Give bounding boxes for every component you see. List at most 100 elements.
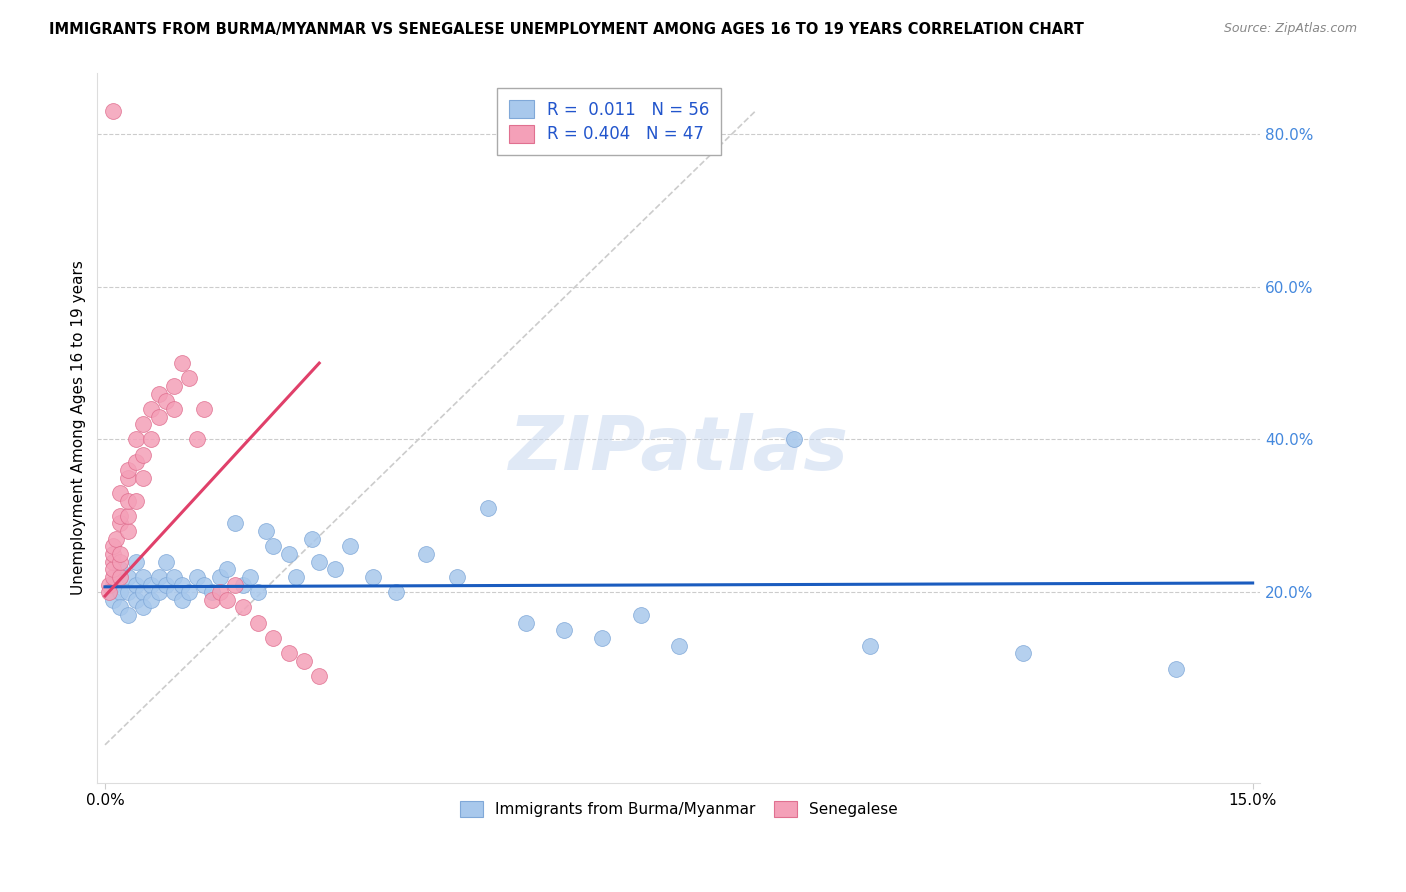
Point <box>285 570 308 584</box>
Point <box>101 555 124 569</box>
Point <box>446 570 468 584</box>
Point <box>668 639 690 653</box>
Point <box>361 570 384 584</box>
Point <box>124 493 146 508</box>
Point <box>117 463 139 477</box>
Point <box>179 585 201 599</box>
Point <box>170 577 193 591</box>
Text: ZIPatlas: ZIPatlas <box>509 413 849 486</box>
Point <box>247 615 270 630</box>
Point <box>117 570 139 584</box>
Point <box>110 585 132 599</box>
Point <box>201 585 224 599</box>
Point <box>110 555 132 569</box>
Point <box>163 401 186 416</box>
Point <box>163 379 186 393</box>
Point <box>254 524 277 538</box>
Text: IMMIGRANTS FROM BURMA/MYANMAR VS SENEGALESE UNEMPLOYMENT AMONG AGES 16 TO 19 YEA: IMMIGRANTS FROM BURMA/MYANMAR VS SENEGAL… <box>49 22 1084 37</box>
Point <box>277 547 299 561</box>
Point <box>117 608 139 623</box>
Point <box>117 585 139 599</box>
Point <box>415 547 437 561</box>
Point <box>124 455 146 469</box>
Point <box>139 401 162 416</box>
Point <box>186 433 208 447</box>
Point <box>224 577 246 591</box>
Point <box>105 532 128 546</box>
Point <box>384 585 406 599</box>
Point <box>170 356 193 370</box>
Point <box>308 555 330 569</box>
Point <box>339 540 361 554</box>
Point <box>277 646 299 660</box>
Point <box>515 615 537 630</box>
Point <box>148 386 170 401</box>
Point <box>101 562 124 576</box>
Point <box>101 570 124 584</box>
Point <box>170 592 193 607</box>
Point <box>124 577 146 591</box>
Point <box>110 570 132 584</box>
Point <box>132 417 155 432</box>
Point <box>97 585 120 599</box>
Point <box>859 639 882 653</box>
Point <box>110 600 132 615</box>
Point <box>132 470 155 484</box>
Point <box>163 585 186 599</box>
Point <box>132 448 155 462</box>
Point <box>139 433 162 447</box>
Point <box>124 555 146 569</box>
Point <box>155 394 177 409</box>
Text: Source: ZipAtlas.com: Source: ZipAtlas.com <box>1223 22 1357 36</box>
Point <box>148 570 170 584</box>
Y-axis label: Unemployment Among Ages 16 to 19 years: Unemployment Among Ages 16 to 19 years <box>72 260 86 596</box>
Point <box>193 401 215 416</box>
Point <box>124 433 146 447</box>
Point <box>132 570 155 584</box>
Point <box>630 608 652 623</box>
Point <box>217 592 239 607</box>
Point <box>117 470 139 484</box>
Point <box>292 654 315 668</box>
Point <box>101 592 124 607</box>
Point <box>208 585 231 599</box>
Point <box>262 631 284 645</box>
Point <box>110 486 132 500</box>
Point <box>1166 661 1188 675</box>
Point <box>247 585 270 599</box>
Point <box>139 577 162 591</box>
Point <box>186 570 208 584</box>
Point <box>117 508 139 523</box>
Point <box>163 570 186 584</box>
Point <box>1012 646 1035 660</box>
Point <box>262 540 284 554</box>
Point <box>217 562 239 576</box>
Point <box>101 547 124 561</box>
Legend: Immigrants from Burma/Myanmar, Senegalese: Immigrants from Burma/Myanmar, Senegales… <box>453 793 905 825</box>
Point <box>117 524 139 538</box>
Point <box>301 532 323 546</box>
Point <box>117 493 139 508</box>
Point <box>110 516 132 531</box>
Point <box>139 592 162 607</box>
Point <box>782 433 804 447</box>
Point <box>155 577 177 591</box>
Point <box>193 577 215 591</box>
Point <box>110 562 132 576</box>
Point <box>148 585 170 599</box>
Point <box>101 577 124 591</box>
Point <box>201 592 224 607</box>
Point <box>179 371 201 385</box>
Point <box>148 409 170 424</box>
Point <box>124 592 146 607</box>
Point <box>553 624 575 638</box>
Point <box>132 600 155 615</box>
Point <box>97 577 120 591</box>
Point <box>308 669 330 683</box>
Point <box>101 540 124 554</box>
Point <box>232 577 254 591</box>
Point <box>110 508 132 523</box>
Point <box>208 570 231 584</box>
Point <box>239 570 262 584</box>
Point <box>591 631 613 645</box>
